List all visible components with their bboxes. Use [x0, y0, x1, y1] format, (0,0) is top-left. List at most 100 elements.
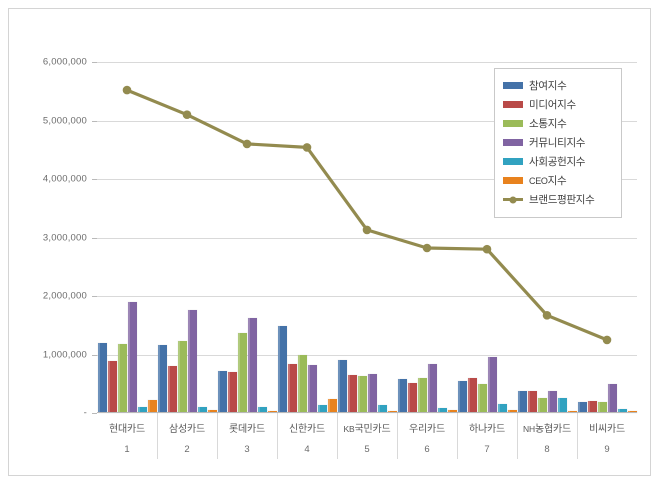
bar	[187, 310, 197, 413]
bar	[497, 404, 507, 413]
y-axis-tick-label: 1,000,000	[42, 349, 87, 360]
bar	[127, 301, 137, 414]
bar-group	[217, 62, 277, 414]
bar	[557, 398, 567, 413]
y-axis-tick-label: -	[83, 407, 87, 419]
category-rank-label: 7	[484, 444, 490, 455]
legend-item-label: 사회공헌지수	[529, 156, 586, 168]
gridline	[97, 354, 637, 356]
category-label: NH농협카드	[523, 424, 571, 435]
bar	[487, 356, 497, 414]
bar	[157, 344, 167, 414]
y-axis-tick-label: 5,000,000	[42, 115, 87, 126]
legend-item[interactable]: 커뮤니티지수	[503, 133, 613, 152]
legend-color-swatch-icon	[503, 139, 523, 146]
bar	[547, 390, 557, 414]
y-axis-tick-mark	[92, 354, 97, 356]
bar	[287, 364, 297, 413]
category-axis-cell: 하나카드 7	[457, 413, 517, 461]
bar	[427, 364, 437, 413]
bar-group	[457, 62, 517, 414]
bar	[467, 377, 477, 414]
category-rank-label: 1	[124, 444, 130, 455]
bar	[517, 390, 527, 414]
category-label: 삼성카드	[169, 424, 205, 435]
bar	[507, 410, 517, 413]
bar	[457, 380, 467, 414]
gridline	[97, 120, 637, 122]
bar	[607, 383, 617, 414]
category-label: 신한카드	[289, 424, 325, 435]
brand-reputation-line-series	[122, 85, 612, 345]
legend-item-label: 참여지수	[529, 80, 567, 92]
y-axis-tick-label: 6,000,000	[42, 56, 87, 68]
category-label: 롯데카드	[229, 424, 265, 435]
bar	[617, 408, 627, 414]
gridline	[97, 62, 637, 63]
bar	[237, 332, 247, 414]
legend-item[interactable]: 미디어지수	[503, 95, 613, 114]
category-label: 현대카드	[109, 424, 145, 435]
line-data-point	[242, 139, 252, 149]
category-rank-label: 8	[544, 444, 550, 455]
legend-item-label: 미디어지수	[529, 99, 576, 111]
category-label: 하나카드	[469, 424, 505, 435]
category-label: 비씨카드	[589, 424, 625, 435]
category-axis-cell: NH농협카드 8	[517, 413, 577, 461]
gridline	[97, 237, 637, 239]
legend-item[interactable]: CEO지수	[503, 171, 613, 190]
bar	[367, 374, 377, 413]
chart-frame: - 1,000,000 2,000,000 3,000,000 4,000,000 5,0…	[8, 8, 651, 476]
bar-group	[337, 62, 397, 414]
legend-item[interactable]: 소통지수	[503, 114, 613, 133]
y-axis-tick-label: 3,000,000	[42, 232, 87, 243]
bar	[337, 360, 347, 413]
line-data-point	[122, 85, 132, 95]
category-axis-cell: 신한카드 4	[277, 413, 337, 461]
line-data-point	[542, 311, 552, 320]
bar	[477, 384, 487, 413]
bar	[587, 400, 597, 414]
bar	[417, 377, 427, 414]
bar	[327, 398, 337, 414]
line-data-point	[422, 243, 432, 253]
bar	[257, 406, 267, 414]
category-label: KB국민카드	[343, 424, 391, 435]
bar	[597, 402, 607, 413]
bar-group	[157, 62, 217, 414]
bar	[277, 326, 287, 413]
category-rank-label: 2	[184, 444, 190, 455]
category-axis-line	[97, 412, 637, 413]
category-axis-cell: 비씨카드 9	[577, 413, 637, 461]
category-axis-labels: 현대카드 1 삼성카드 2 롯데카드 3 신한카드 4 KB국민카드 5 우리카드 6 하나카드 7 NH농…	[97, 413, 637, 461]
plot-area: - 1,000,000 2,000,000 3,000,000 4,000,000 5,0…	[43, 57, 637, 419]
legend-color-swatch-icon	[503, 177, 523, 184]
bar-group	[397, 62, 457, 414]
y-axis-tick-mark	[92, 62, 97, 63]
bar	[437, 407, 447, 414]
line-data-point	[482, 244, 492, 254]
legend-item[interactable]: 사회공헌지수	[503, 152, 613, 171]
bar	[347, 374, 357, 414]
line-data-point	[182, 110, 192, 119]
bar	[447, 410, 457, 413]
gridline	[97, 179, 637, 180]
bar	[227, 372, 237, 413]
category-rank-label: 3	[244, 444, 250, 455]
legend-line-marker-icon	[503, 196, 523, 203]
bar	[117, 343, 127, 414]
y-axis-tick-mark	[92, 179, 97, 180]
legend-item[interactable]: 브랜드평판지수	[503, 190, 613, 209]
bar	[377, 405, 387, 413]
bar	[407, 382, 417, 414]
legend-color-swatch-icon	[503, 120, 523, 127]
category-label: 우리카드	[409, 424, 445, 435]
legend-item[interactable]: 참여지수	[503, 76, 613, 95]
bar	[297, 354, 307, 413]
category-axis-cell: 삼성카드 2	[157, 413, 217, 461]
category-axis-cell: KB국민카드 5	[337, 413, 397, 461]
bar	[397, 379, 407, 413]
category-axis-cell: 롯데카드 3	[217, 413, 277, 461]
category-axis-cell: 현대카드 1	[97, 413, 157, 461]
